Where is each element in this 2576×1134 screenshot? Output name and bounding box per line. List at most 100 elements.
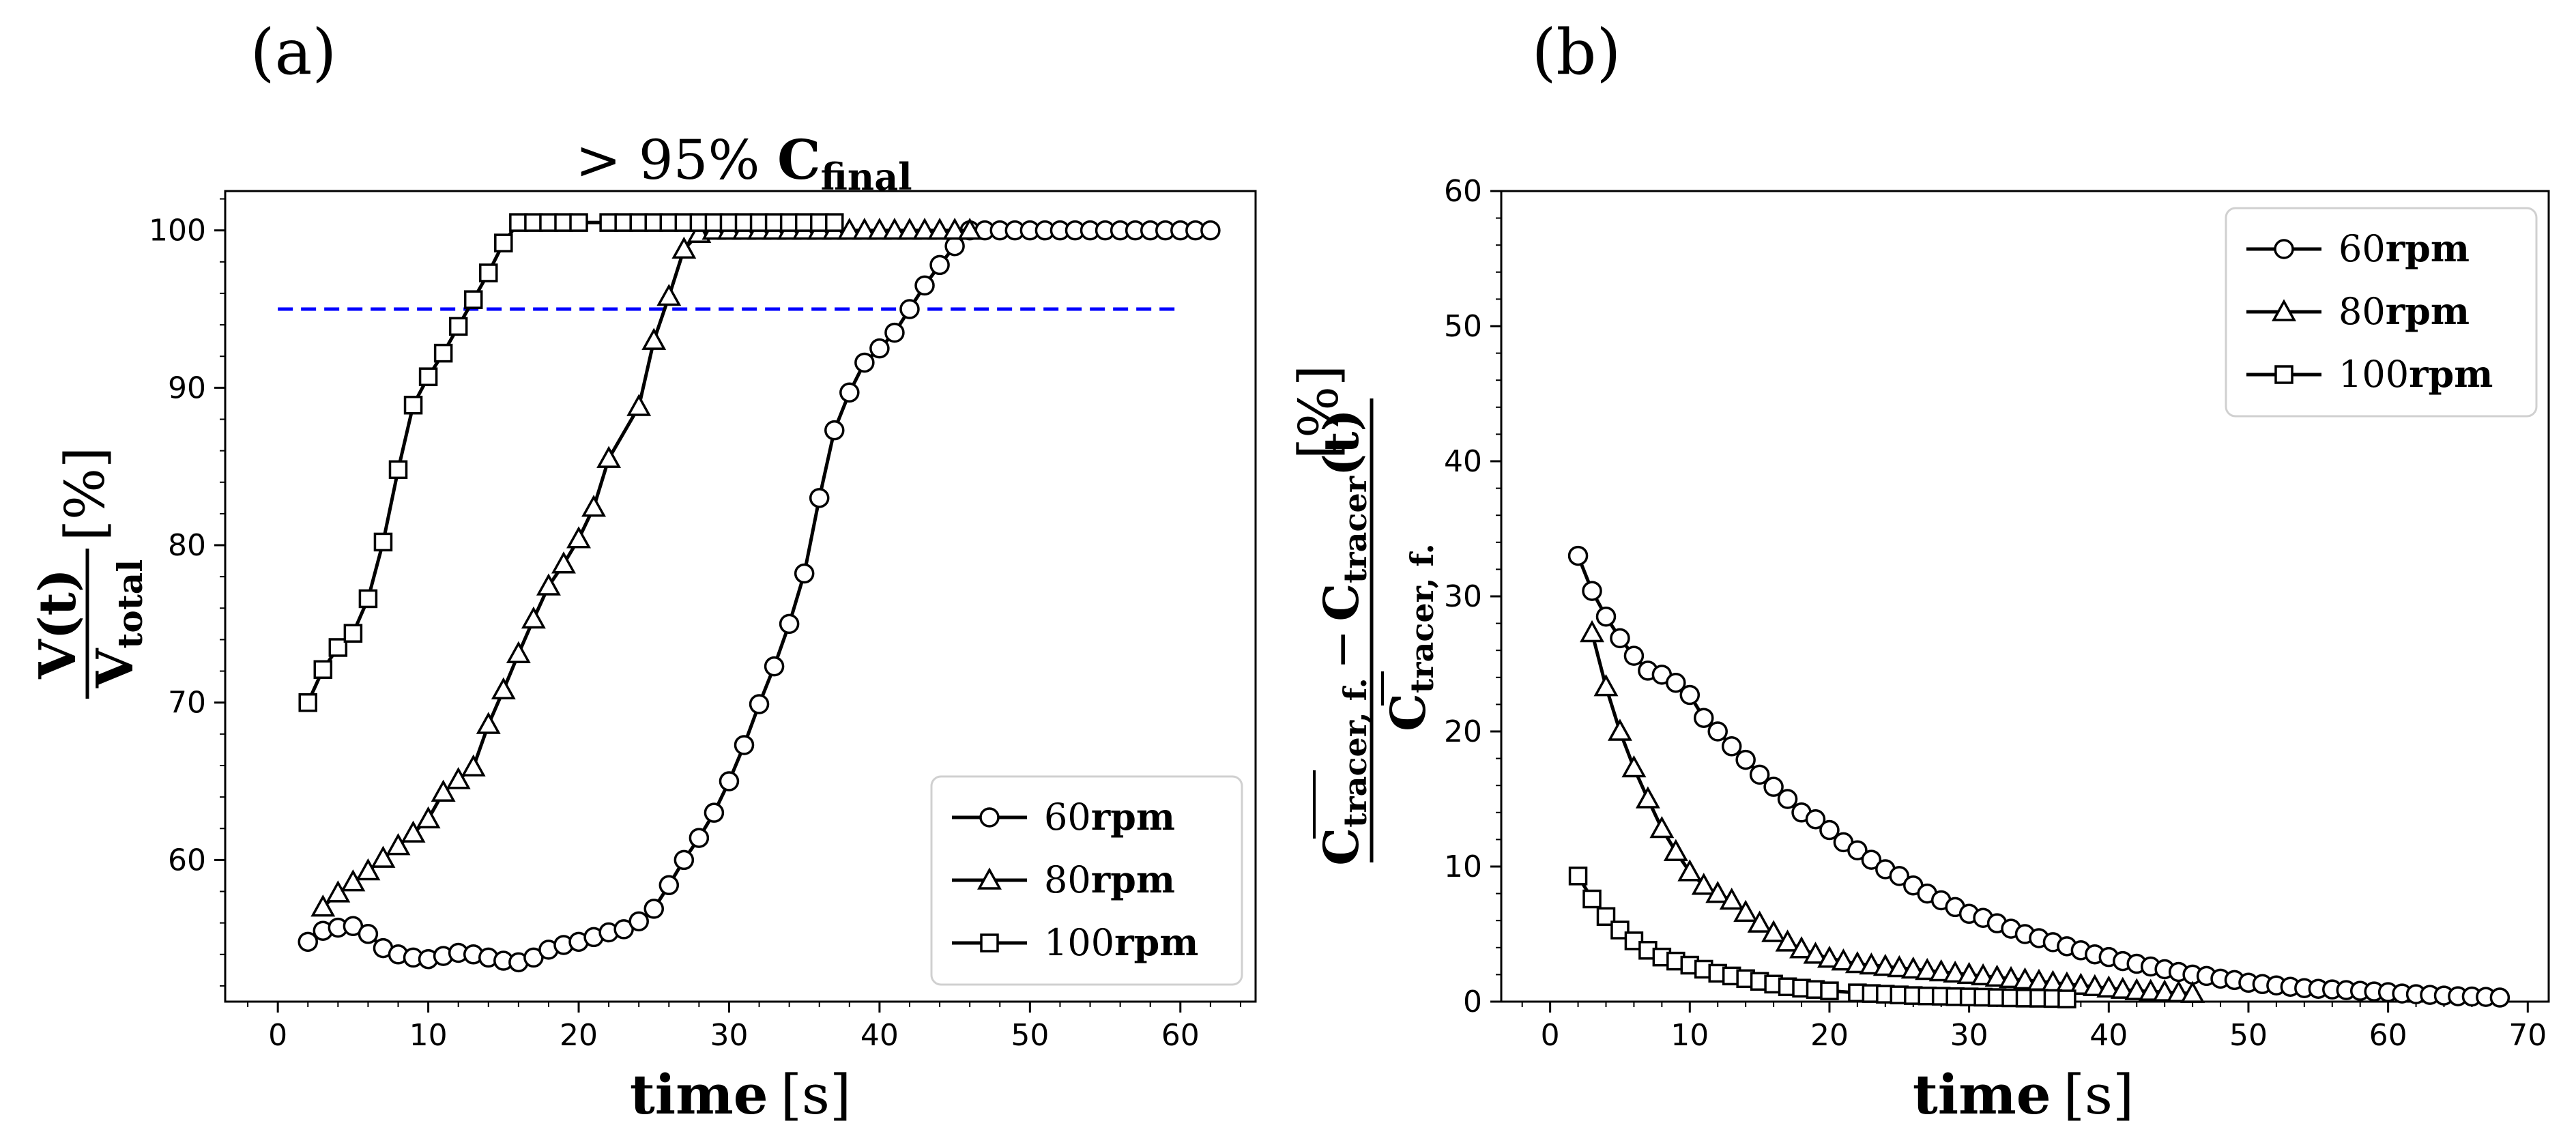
data-point xyxy=(418,367,438,386)
data-point xyxy=(1831,948,1856,971)
data-point xyxy=(1705,880,1731,903)
data-point xyxy=(671,236,697,259)
data-point xyxy=(626,394,652,416)
legend-label: 100rpm xyxy=(2339,352,2493,396)
data-point xyxy=(298,693,317,712)
panel-a-x-axis-label: time [s] xyxy=(630,1062,851,1126)
data-point xyxy=(1889,866,1910,886)
data-point xyxy=(298,931,318,953)
data-point xyxy=(581,495,607,517)
data-point xyxy=(313,660,333,680)
data-point xyxy=(1649,815,1675,839)
panel-b-y-label-numerator: Ctracer, f.−Ctracer(t) xyxy=(1313,409,1374,865)
data-point xyxy=(1847,840,1868,860)
data-point xyxy=(704,802,725,823)
panel-b-y-label-unit: [%] xyxy=(1287,365,1350,459)
data-point xyxy=(1610,628,1630,649)
x-tick-label: 40 xyxy=(860,1018,899,1053)
data-point xyxy=(914,275,935,296)
data-point xyxy=(358,924,379,944)
x-tick-label: 60 xyxy=(1161,1018,1200,1053)
data-point xyxy=(1747,910,1772,933)
legend-marker xyxy=(977,867,1002,890)
data-point xyxy=(749,213,769,232)
y-tick-label: 20 xyxy=(1444,714,1482,749)
data-point xyxy=(1567,545,1589,566)
data-point xyxy=(734,735,755,755)
y-tick-label: 0 xyxy=(1463,985,1482,1019)
data-point xyxy=(1872,953,1898,976)
data-point xyxy=(401,820,426,843)
panel-b-y-label-denominator: Ctracer, f. xyxy=(1380,543,1441,731)
data-point xyxy=(912,218,938,240)
data-point xyxy=(1859,952,1884,975)
panel-a-x-axis: 0 10 20 30 40 50 60 xyxy=(247,1002,1241,1053)
panel-b-x-axis-label: time [s] xyxy=(1913,1062,2134,1126)
data-point xyxy=(1900,956,1926,979)
data-point xyxy=(2096,975,2122,998)
data-point xyxy=(2110,976,2135,999)
data-point xyxy=(794,213,814,232)
data-point xyxy=(1595,606,1617,627)
x-tick-label: 10 xyxy=(1670,1018,1709,1053)
data-point xyxy=(1733,899,1759,922)
x-tick-label: 0 xyxy=(268,1018,287,1053)
data-point xyxy=(1820,981,1839,1000)
data-point xyxy=(674,849,695,871)
panel-a-series xyxy=(298,213,1221,973)
data-point xyxy=(1803,942,1828,964)
data-point xyxy=(1763,776,1784,797)
data-point xyxy=(1694,708,1714,728)
panel-a-y-label-denominator: Vtotal xyxy=(86,559,150,688)
data-point xyxy=(1623,645,1645,666)
data-point xyxy=(837,218,862,240)
data-point xyxy=(809,488,830,508)
data-point xyxy=(2138,978,2163,1001)
x-tick-label: 10 xyxy=(409,1018,448,1053)
data-point xyxy=(2180,980,2205,1003)
panel-a-label: (a) xyxy=(250,16,337,89)
data-point xyxy=(569,213,588,232)
x-tick-label: 40 xyxy=(2089,1018,2128,1053)
y-tick-label: 60 xyxy=(168,843,206,877)
legend-label: 100rpm xyxy=(1044,920,1198,964)
data-point xyxy=(461,754,486,777)
series-60rpm xyxy=(1567,545,2510,1008)
panel-b: (b) 0 10 20 30 40 50 60 70 0 10 20 30 40 50 60 time [s… xyxy=(1287,16,2550,1126)
panel-b-y-axis: 0 10 20 30 40 50 60 xyxy=(1444,174,1501,1019)
data-point xyxy=(1775,929,1800,952)
data-point xyxy=(596,446,622,468)
x-tick-label: 20 xyxy=(560,1018,598,1053)
data-point xyxy=(2012,967,2038,990)
data-point xyxy=(749,694,770,714)
y-tick-label: 90 xyxy=(168,370,206,405)
data-point xyxy=(416,806,441,829)
panel-a-y-label-numerator: V(t) xyxy=(29,568,87,680)
series-80rpm xyxy=(1580,620,2205,1003)
data-point xyxy=(599,213,618,232)
x-tick-label: 70 xyxy=(2508,1018,2547,1053)
data-point xyxy=(403,395,423,415)
data-point xyxy=(628,911,649,932)
legend-marker xyxy=(2274,365,2293,384)
data-point xyxy=(2124,978,2150,1000)
data-point xyxy=(479,263,498,282)
data-point xyxy=(1928,959,1954,982)
y-tick-label: 10 xyxy=(1444,849,1482,884)
data-point xyxy=(1789,936,1814,959)
data-point xyxy=(1707,721,1728,742)
data-point xyxy=(494,233,513,252)
panel-a-y-axis-label: V(t) Vtotal [%] xyxy=(29,447,150,699)
legend-entry-100rpm: 100rpm xyxy=(952,920,1198,964)
x-tick-label: 60 xyxy=(2369,1018,2407,1053)
data-point xyxy=(1971,963,1996,986)
data-point xyxy=(343,624,363,643)
legend-marker xyxy=(979,807,1000,828)
data-point xyxy=(867,218,892,240)
data-point xyxy=(1691,873,1716,895)
data-point xyxy=(869,338,890,359)
panel-a: (a) > 95% Cfinal 0 10 20 30 40 50 60 607080901… xyxy=(29,16,1257,1126)
data-point xyxy=(927,218,953,240)
